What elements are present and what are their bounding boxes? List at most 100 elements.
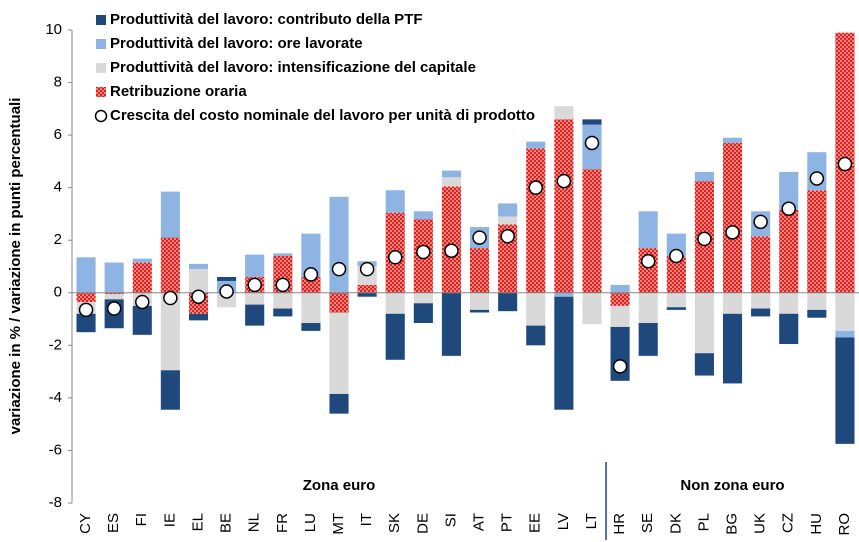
bar-segment [301, 233, 321, 278]
x-tick-label: LV [555, 513, 572, 530]
x-tick-label: EL [189, 513, 206, 531]
marker [78, 302, 94, 318]
marker [444, 243, 459, 258]
legend-label: Produttività del lavoro: contributo dell… [110, 11, 423, 28]
legend-swatch [96, 87, 106, 97]
bar-segment [722, 137, 743, 143]
marker [359, 261, 375, 277]
marker [584, 135, 600, 151]
marker [809, 171, 825, 186]
y-axis-label: variazione in % / variazione in punti pe… [7, 98, 24, 435]
bar-segment [329, 196, 349, 293]
bar-segment [582, 119, 602, 125]
bar-segment [160, 292, 180, 371]
bar-segment [385, 292, 405, 314]
group-label: Zona euro [303, 477, 376, 494]
marker [697, 231, 712, 247]
x-tick-label: PT [499, 513, 516, 532]
bar-segment [526, 292, 546, 326]
x-tick-label: AT [471, 513, 488, 531]
bar-segment [751, 308, 771, 317]
bar-segment [722, 142, 743, 293]
marker [247, 277, 262, 293]
bar-segment [357, 292, 377, 297]
legend-swatch [96, 39, 106, 49]
y-tick-label: 2 [54, 231, 62, 248]
x-tick-label: HU [808, 513, 825, 535]
bar-segment [469, 309, 490, 313]
marker [528, 180, 544, 195]
bar-segment [779, 210, 799, 293]
bar-segment [498, 292, 518, 312]
bar-segment [666, 233, 686, 256]
marker [669, 248, 684, 264]
x-tick-label: ES [105, 513, 122, 533]
bar-segment [526, 325, 546, 346]
bar-segment [188, 263, 209, 270]
bar-segment [188, 313, 209, 321]
bar-segment [441, 170, 462, 178]
bar-segment [807, 292, 827, 310]
bar-segment [722, 313, 743, 384]
group-label: Non zona euro [680, 477, 784, 494]
bar-segment [835, 292, 855, 331]
bar-segment [779, 313, 799, 345]
bar-segment [835, 330, 855, 338]
y-tick-label: -6 [49, 441, 62, 458]
bar-segment [104, 294, 124, 300]
y-tick-label: -2 [49, 336, 62, 353]
marker [275, 277, 291, 293]
bar-segment [554, 106, 574, 120]
x-tick-label: BE [218, 513, 235, 533]
bar-segment [329, 393, 349, 414]
bar-segment [441, 292, 462, 356]
bar-segment [76, 313, 96, 333]
bar-segment [301, 322, 321, 331]
x-tick-label: BG [723, 513, 740, 535]
marker [331, 261, 347, 277]
bar-segment [610, 292, 630, 306]
x-tick-label: CY [77, 513, 94, 534]
bar-segment [441, 177, 462, 187]
x-tick-label: SK [386, 513, 403, 533]
bar-segment [526, 148, 546, 293]
bar-segment [779, 292, 799, 314]
marker [781, 201, 796, 216]
x-tick-label: DE [414, 513, 431, 534]
bar-segment [441, 186, 462, 293]
bar-segment [132, 305, 152, 335]
marker [640, 253, 656, 269]
bar-segment [104, 292, 124, 295]
bar-segment [751, 292, 771, 309]
x-tick-label: UK [752, 513, 769, 534]
x-tick-label: DK [667, 513, 684, 534]
bar-segment [245, 292, 265, 305]
bar-segment [385, 313, 405, 360]
marker [303, 267, 319, 282]
x-tick-label: IE [161, 513, 178, 527]
marker [472, 230, 487, 245]
legend-marker [94, 109, 108, 123]
bar-segment [160, 237, 180, 293]
bar-segment [498, 216, 518, 225]
x-tick-label: LT [583, 513, 600, 529]
y-tick-label: 6 [54, 126, 62, 143]
legend-label: Crescita del costo nominale del lavoro p… [110, 107, 535, 124]
marker [387, 250, 403, 265]
bar-segment [807, 309, 827, 318]
bar-segment [329, 312, 349, 394]
bar-segment [104, 262, 124, 293]
bar-segment [469, 292, 490, 310]
bar-segment [751, 236, 771, 293]
legend-swatch [96, 15, 106, 25]
bar-segment [610, 284, 630, 293]
bar-segment [807, 190, 827, 293]
marker [106, 301, 122, 316]
bar-segment [385, 190, 405, 213]
marker [837, 156, 853, 172]
y-tick-label: 8 [54, 74, 62, 91]
bar-segment [638, 322, 658, 356]
bar-segment [554, 119, 574, 293]
x-tick-label: SE [639, 513, 656, 533]
